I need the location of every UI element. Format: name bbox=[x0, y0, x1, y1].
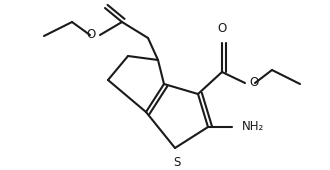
Text: O: O bbox=[98, 0, 108, 1]
Text: O: O bbox=[87, 29, 96, 41]
Text: S: S bbox=[173, 156, 181, 169]
Text: NH₂: NH₂ bbox=[242, 121, 264, 133]
Text: O: O bbox=[249, 76, 258, 89]
Text: O: O bbox=[217, 22, 227, 35]
